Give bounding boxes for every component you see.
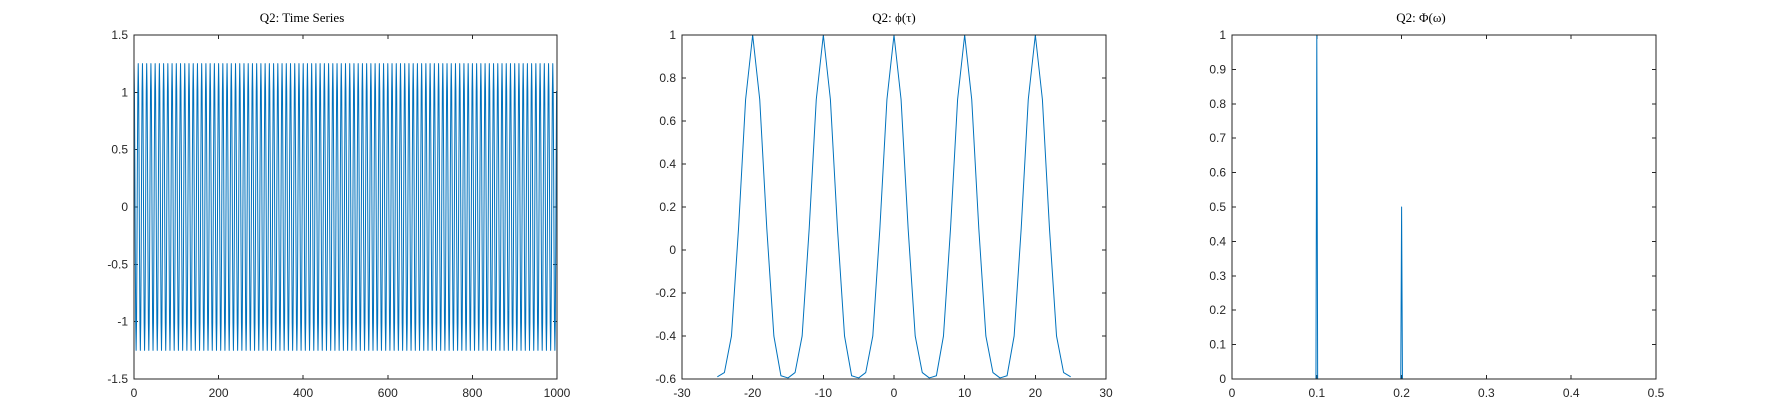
y-tick-label: -1.5 xyxy=(107,372,128,386)
y-tick-label: -0.5 xyxy=(107,257,128,271)
x-tick-label: 0.5 xyxy=(1648,386,1665,400)
x-tick-label: 0.3 xyxy=(1478,386,1495,400)
x-tick-label: -10 xyxy=(815,386,833,400)
panel-spectrum: Q2: Φ(ω) 0 0.1 0.2 0.3 0.4 0.5 0 0.1 0.2 0.3 0.4 0.… xyxy=(1209,10,1664,400)
y-tick-label: -1 xyxy=(117,315,128,329)
x-tick-label: 10 xyxy=(958,386,972,400)
y-tick-label: 0.1 xyxy=(1209,338,1226,352)
x-tick-label: 200 xyxy=(209,386,229,400)
y-tick-label: 1 xyxy=(669,28,676,42)
y-tick-label: 1.5 xyxy=(111,28,128,42)
y-tick-label: 0 xyxy=(669,243,676,257)
x-tick-label: 0 xyxy=(891,386,898,400)
x-tick-label: 20 xyxy=(1029,386,1043,400)
chart-title: Q2: Φ(ω) xyxy=(1396,10,1445,25)
y-tick-label: -0.6 xyxy=(655,372,676,386)
chart-title: Q2: Time Series xyxy=(260,10,345,25)
chart-title: Q2: ϕ(τ) xyxy=(872,10,915,25)
x-tick-label: -20 xyxy=(744,386,762,400)
x-tick-label: 0 xyxy=(1229,386,1236,400)
x-tick-label: 0 xyxy=(131,386,138,400)
y-tick-label: 0.4 xyxy=(659,157,676,171)
y-tick-label: 0.8 xyxy=(1209,97,1226,111)
y-tick-label: 0.6 xyxy=(659,114,676,128)
y-tick-label: 0 xyxy=(121,200,128,214)
x-tick-label: 400 xyxy=(293,386,313,400)
y-tick-label: 0.5 xyxy=(111,143,128,157)
x-tick-label: 0.1 xyxy=(1308,386,1325,400)
y-tick-label: 0 xyxy=(1219,372,1226,386)
x-tick-label: 800 xyxy=(462,386,482,400)
x-tick-label: 600 xyxy=(378,386,398,400)
y-tick-label: -0.4 xyxy=(655,329,676,343)
series-line xyxy=(133,63,558,351)
y-tick-label: 0.2 xyxy=(1209,303,1226,317)
x-tick-label: 0.2 xyxy=(1393,386,1410,400)
y-tick-label: 0.7 xyxy=(1209,131,1226,145)
y-tick-label: 0.8 xyxy=(659,71,676,85)
y-tick-label: 0.9 xyxy=(1209,62,1226,76)
panel-time-series: Q2: Time Series 0 200 400 600 800 1000 -1.5 -1 -… xyxy=(107,10,570,400)
y-tick-label: 1 xyxy=(121,85,128,99)
x-tick-label: 0.4 xyxy=(1563,386,1580,400)
plot-box xyxy=(1231,34,1657,380)
y-tick-label: -0.2 xyxy=(655,286,676,300)
y-tick-label: 0.5 xyxy=(1209,200,1226,214)
y-tick-label: 0.3 xyxy=(1209,269,1226,283)
y-tick-label: 0.4 xyxy=(1209,234,1226,248)
y-tick-label: 1 xyxy=(1219,28,1226,42)
x-tick-label: 1000 xyxy=(544,386,571,400)
y-tick-label: 0.2 xyxy=(659,200,676,214)
plot-box xyxy=(133,34,558,380)
panel-autocorrelation: Q2: ϕ(τ) -30 -20 -10 0 10 20 30 -0.6 -0.4 -0.2 0 0.… xyxy=(655,10,1113,400)
x-tick-label: -30 xyxy=(673,386,691,400)
y-tick-label: 0.6 xyxy=(1209,166,1226,180)
x-tick-label: 30 xyxy=(1099,386,1113,400)
plot-box xyxy=(681,34,1107,380)
